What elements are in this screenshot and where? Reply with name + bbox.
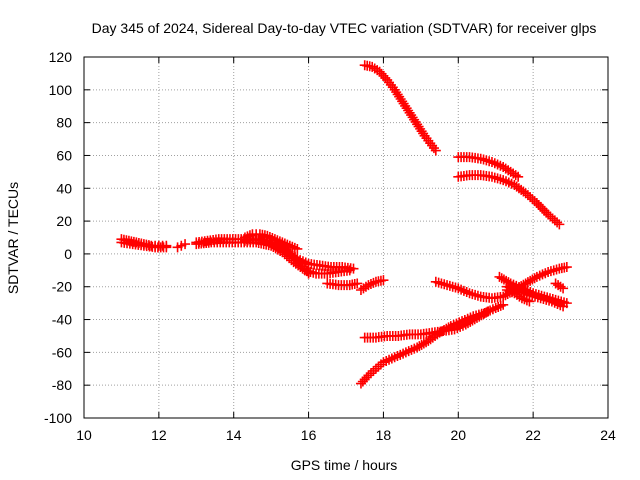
y-tick-label: 80: [56, 115, 72, 131]
data-point: [552, 217, 563, 228]
data-point: [554, 219, 565, 230]
data-point: [558, 301, 569, 312]
data-point: [287, 241, 298, 252]
data-series: [501, 285, 535, 307]
data-point: [558, 283, 569, 294]
chart-title: Day 345 of 2024, Sidereal Day-to-day VTE…: [92, 20, 597, 36]
y-tick-label: -20: [52, 279, 72, 295]
data-point: [375, 359, 386, 370]
y-tick-label: -60: [52, 344, 72, 360]
data-point: [501, 285, 512, 296]
data-series: [453, 152, 524, 182]
x-axis-label: GPS time / hours: [291, 457, 398, 473]
data-point: [493, 301, 504, 312]
grid: [84, 57, 608, 418]
y-tick-label: 20: [56, 213, 72, 229]
data-point: [561, 262, 572, 273]
x-tick-label: 16: [301, 427, 317, 443]
data-point: [524, 296, 535, 307]
data-series: [239, 234, 314, 279]
data-point: [378, 275, 389, 286]
data-series: [453, 170, 565, 230]
data-point: [352, 278, 363, 289]
data-point: [370, 363, 381, 374]
axis-ticks: 10 12 14 16 18 20 22 24 -100 -80 -60 -40 -20 0 20 40 60 8…: [44, 49, 616, 443]
data-point: [301, 266, 312, 277]
data-point: [361, 372, 372, 383]
data-point: [490, 303, 501, 314]
data-point: [180, 239, 191, 250]
data-point: [363, 280, 374, 291]
y-tick-label: 40: [56, 180, 72, 196]
data-series: [322, 278, 363, 291]
data-point: [519, 294, 530, 305]
data-point: [368, 365, 379, 376]
x-tick-label: 14: [226, 427, 242, 443]
data-point: [292, 243, 303, 254]
data-point: [555, 281, 566, 292]
data-series: [355, 275, 389, 296]
data-point: [365, 278, 376, 289]
data-series: [359, 60, 441, 156]
y-tick-label: -80: [52, 377, 72, 393]
y-tick-label: 100: [49, 82, 73, 98]
data-point: [495, 300, 506, 311]
y-tick-label: 120: [49, 49, 73, 65]
y-tick-label: -100: [44, 410, 72, 426]
data-point: [368, 277, 379, 288]
plot-frame: [83, 56, 609, 419]
data-point: [510, 170, 521, 181]
data-point: [529, 273, 540, 284]
data-point: [344, 265, 355, 276]
data-point: [504, 286, 515, 297]
data-point: [513, 171, 524, 182]
data-point: [521, 295, 532, 306]
data-series: [172, 239, 191, 253]
data-points: [116, 60, 572, 389]
y-tick-label: 60: [56, 147, 72, 163]
data-point: [373, 361, 384, 372]
data-point: [365, 368, 376, 379]
x-tick-label: 10: [76, 427, 92, 443]
data-point: [161, 242, 172, 253]
y-tick-label: 0: [64, 246, 72, 262]
data-series: [355, 299, 509, 389]
data-point: [428, 143, 439, 154]
data-series: [116, 237, 172, 253]
data-point: [430, 145, 441, 156]
data-point: [363, 370, 374, 381]
data-series: [550, 278, 569, 294]
x-tick-label: 12: [151, 427, 167, 443]
x-tick-label: 24: [600, 427, 616, 443]
data-point: [516, 293, 527, 304]
data-point: [503, 277, 514, 288]
y-axis-label: SDTVAR / TECUs: [5, 182, 21, 294]
x-tick-label: 22: [525, 427, 541, 443]
x-tick-label: 18: [376, 427, 392, 443]
data-point: [443, 322, 454, 333]
x-tick-label: 20: [450, 427, 466, 443]
data-point: [303, 268, 314, 279]
y-tick-label: -40: [52, 312, 72, 328]
data-point: [289, 242, 300, 253]
